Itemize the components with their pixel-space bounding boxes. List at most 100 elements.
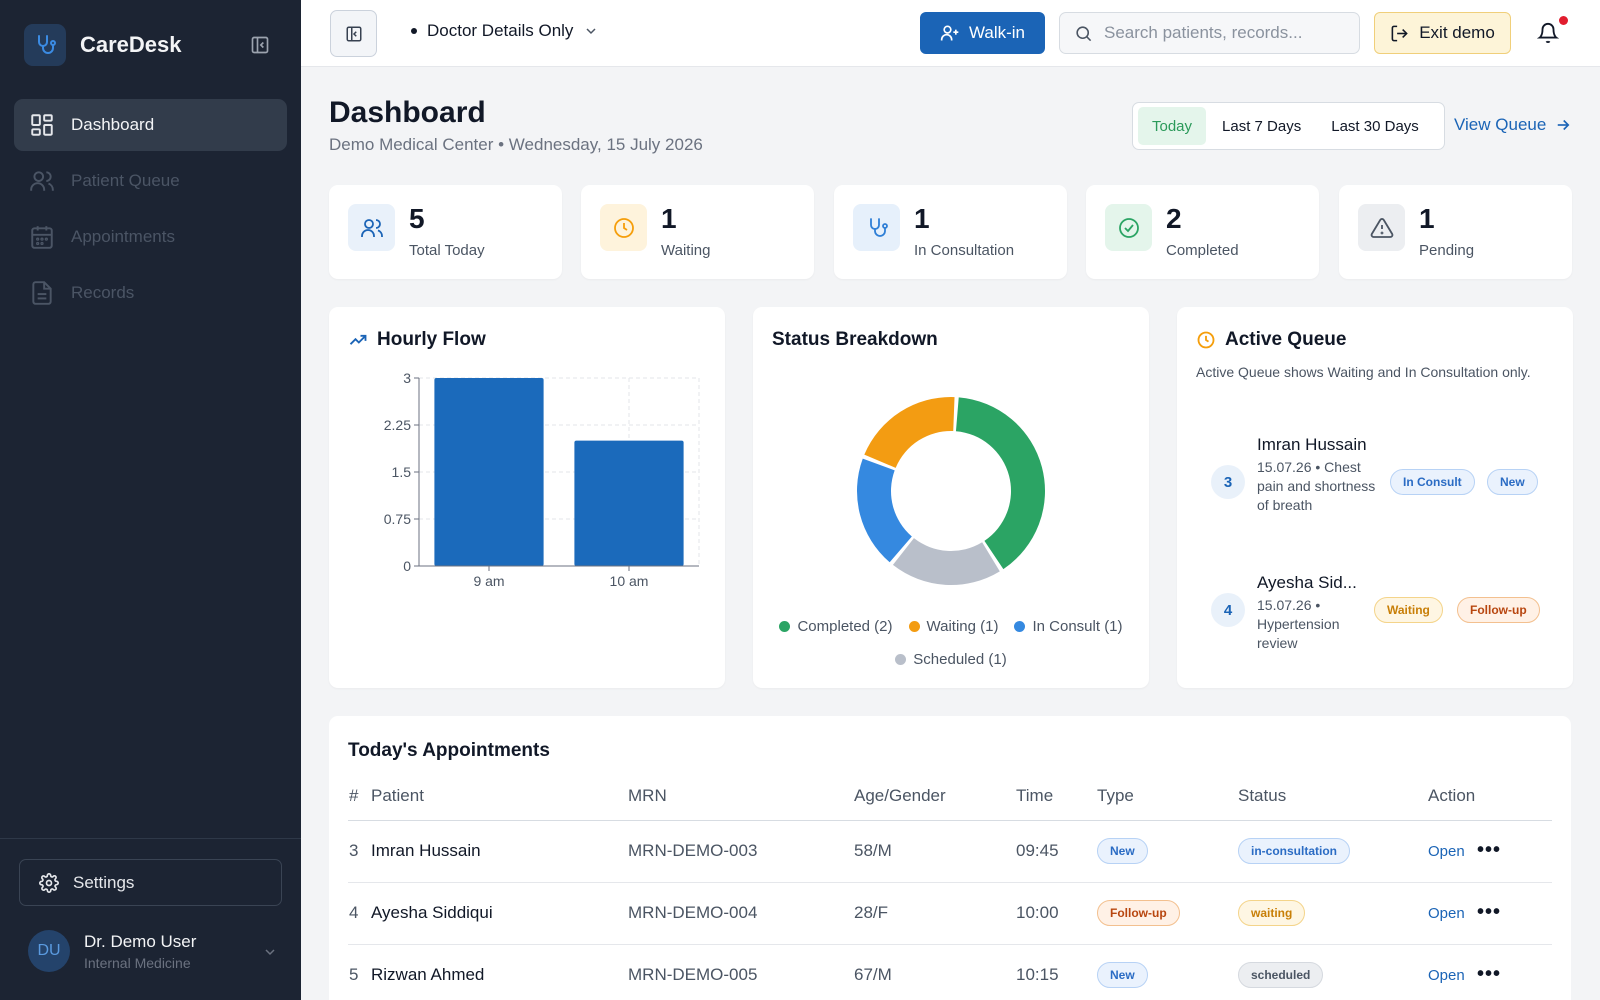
tab-last-30-days[interactable]: Last 30 Days bbox=[1331, 117, 1419, 135]
slice-in-consult[interactable] bbox=[857, 458, 912, 563]
legend-item[interactable]: In Consult (1) bbox=[1014, 618, 1123, 635]
legend-label: In Consult (1) bbox=[1032, 618, 1123, 635]
column-header[interactable]: Type bbox=[1097, 786, 1134, 805]
open-link[interactable]: Open bbox=[1428, 967, 1465, 984]
patient-name[interactable]: Rizwan Ahmed bbox=[371, 965, 485, 984]
brand[interactable]: CareDesk bbox=[24, 24, 182, 66]
column-header[interactable]: Status bbox=[1238, 786, 1287, 805]
calendar-icon bbox=[31, 226, 53, 249]
legend-item[interactable]: Scheduled (1) bbox=[895, 651, 1007, 668]
more-options-icon[interactable]: ••• bbox=[1477, 901, 1502, 923]
more-options-icon[interactable]: ••• bbox=[1477, 963, 1502, 985]
status-cell: scheduled bbox=[1238, 962, 1324, 988]
card-title: Hourly Flow bbox=[348, 329, 486, 351]
column-header: Action bbox=[1428, 786, 1476, 805]
mrn: MRN-DEMO-003 bbox=[628, 841, 758, 860]
open-link[interactable]: Open bbox=[1428, 843, 1465, 860]
app-name: CareDesk bbox=[80, 32, 182, 57]
legend-label: Waiting (1) bbox=[926, 618, 999, 635]
chevron-down-icon bbox=[265, 949, 275, 956]
stat-label: Total Today bbox=[409, 242, 485, 259]
sidebar-item-appointments[interactable]: Appointments bbox=[14, 211, 287, 263]
stethoscope-logo-icon bbox=[24, 24, 66, 66]
appointments-card: Today's Appointments # Patient MRN Age/G… bbox=[329, 716, 1571, 1000]
patient-name[interactable]: Imran Hussain bbox=[371, 841, 481, 860]
view-mode-label: Doctor Details Only bbox=[427, 21, 574, 40]
view-queue-link[interactable]: View Queue bbox=[1454, 115, 1572, 135]
patient-name[interactable]: Ayesha Siddiqui bbox=[371, 903, 493, 922]
slice-completed[interactable] bbox=[955, 397, 1045, 570]
stethoscope-icon bbox=[853, 204, 900, 251]
slice-waiting[interactable] bbox=[864, 397, 955, 468]
table-row[interactable]: 5 Rizwan Ahmed MRN-DEMO-005 67/M 10:15 N… bbox=[348, 945, 1552, 1000]
stat-card-total: 5 Total Today bbox=[329, 185, 562, 279]
status-badge: waiting bbox=[1238, 900, 1306, 926]
hourly-flow-chart: 0 0.75 1.5 2.25 3 9 am 10 am bbox=[384, 370, 700, 589]
bullet-icon bbox=[411, 28, 417, 34]
exit-demo-button[interactable]: Exit demo bbox=[1374, 12, 1511, 54]
open-link[interactable]: Open bbox=[1428, 905, 1465, 922]
type-cell: New bbox=[1097, 838, 1148, 864]
legend-dot bbox=[895, 654, 907, 665]
stat-value: 5 bbox=[409, 203, 425, 234]
row-number: 3 bbox=[349, 841, 359, 860]
active-queue-note: Active Queue shows Waiting and In Consul… bbox=[1196, 364, 1531, 380]
sidebar-item-records[interactable]: Records bbox=[14, 267, 287, 319]
search-box bbox=[1059, 12, 1360, 54]
stat-value: 1 bbox=[661, 203, 677, 234]
slice-scheduled[interactable] bbox=[892, 538, 1000, 585]
notification-dot bbox=[1559, 16, 1568, 25]
sidebar: CareDesk Dashboard Patient Queue Appoint… bbox=[0, 0, 301, 1000]
table-row[interactable]: 4 Ayesha Siddiqui MRN-DEMO-004 28/F 10:0… bbox=[348, 883, 1552, 945]
sidebar-item-label: Records bbox=[71, 283, 135, 302]
user-menu[interactable]: DU Dr. Demo User Internal Medicine bbox=[28, 930, 278, 972]
legend-item[interactable]: Completed (2) bbox=[779, 618, 893, 635]
column-header[interactable]: Time bbox=[1016, 786, 1054, 805]
queue-item[interactable]: 3 Imran Hussain 15.07.26 • Chest pain an… bbox=[1196, 435, 1556, 535]
stat-label: Waiting bbox=[661, 242, 711, 259]
users-icon bbox=[348, 204, 395, 251]
status-breakdown-card: Status Breakdown Completed (2) Waiting (… bbox=[753, 307, 1149, 688]
column-header[interactable]: Patient bbox=[371, 786, 424, 805]
bar-10-am[interactable] bbox=[574, 440, 684, 566]
bell-icon[interactable] bbox=[1537, 22, 1559, 44]
legend-dot bbox=[779, 621, 791, 632]
users-icon bbox=[30, 171, 54, 191]
view-mode-select[interactable]: Doctor Details Only bbox=[411, 21, 599, 41]
stat-value: 2 bbox=[1166, 203, 1182, 234]
page-subtitle: Demo Medical Center • Wednesday, 15 July… bbox=[329, 135, 703, 154]
more-options-icon[interactable]: ••• bbox=[1477, 839, 1502, 861]
collapse-sidebar-icon[interactable] bbox=[250, 35, 272, 57]
avatar: DU bbox=[28, 930, 70, 972]
appointments-title: Today's Appointments bbox=[348, 740, 550, 761]
stat-label: In Consultation bbox=[914, 242, 1015, 259]
sidebar-toggle-button[interactable] bbox=[330, 10, 377, 57]
hourly-flow-card: Hourly Flow 0 0.75 1.5 2.25 3 9 am 10 am bbox=[329, 307, 725, 688]
legend-item[interactable]: Waiting (1) bbox=[908, 618, 999, 635]
legend-dot bbox=[1014, 621, 1026, 632]
column-header[interactable]: MRN bbox=[628, 786, 667, 805]
search-input[interactable] bbox=[1104, 23, 1334, 43]
sidebar-item-dashboard[interactable]: Dashboard bbox=[14, 99, 287, 151]
walkin-button[interactable]: Walk-in bbox=[920, 12, 1045, 54]
stat-card-waiting: 1 Waiting bbox=[581, 185, 814, 279]
appointment-time: 10:15 bbox=[1016, 965, 1059, 984]
arrow-right-icon bbox=[1558, 119, 1570, 131]
tab-last-7-days[interactable]: Last 7 Days bbox=[1222, 117, 1302, 135]
sidebar-item-patient-queue[interactable]: Patient Queue bbox=[14, 155, 287, 207]
x-tick-label: 9 am bbox=[473, 573, 504, 589]
sidebar-footer: Settings DU Dr. Demo User Internal Medic… bbox=[0, 838, 301, 1000]
type-cell: New bbox=[1097, 962, 1148, 988]
queue-detail: 15.07.26 • Chest pain and shortness of b… bbox=[1257, 459, 1376, 513]
table-row[interactable]: 3 Imran Hussain MRN-DEMO-003 58/M 09:45 … bbox=[348, 821, 1552, 883]
hourly-flow-title: Hourly Flow bbox=[377, 329, 486, 350]
column-header[interactable]: Age/Gender bbox=[854, 786, 946, 805]
search-icon bbox=[1076, 25, 1092, 41]
tab-today[interactable]: Today bbox=[1138, 107, 1207, 145]
user-role: Internal Medicine bbox=[84, 954, 191, 971]
settings-button[interactable]: Settings bbox=[19, 859, 282, 906]
queue-item[interactable]: 4 Ayesha Sid... 15.07.26 • Hypertension … bbox=[1196, 573, 1556, 653]
topbar: Doctor Details Only Walk-in Exit demo bbox=[301, 0, 1600, 67]
settings-label: Settings bbox=[73, 872, 135, 892]
bar-9-am[interactable] bbox=[434, 378, 544, 566]
